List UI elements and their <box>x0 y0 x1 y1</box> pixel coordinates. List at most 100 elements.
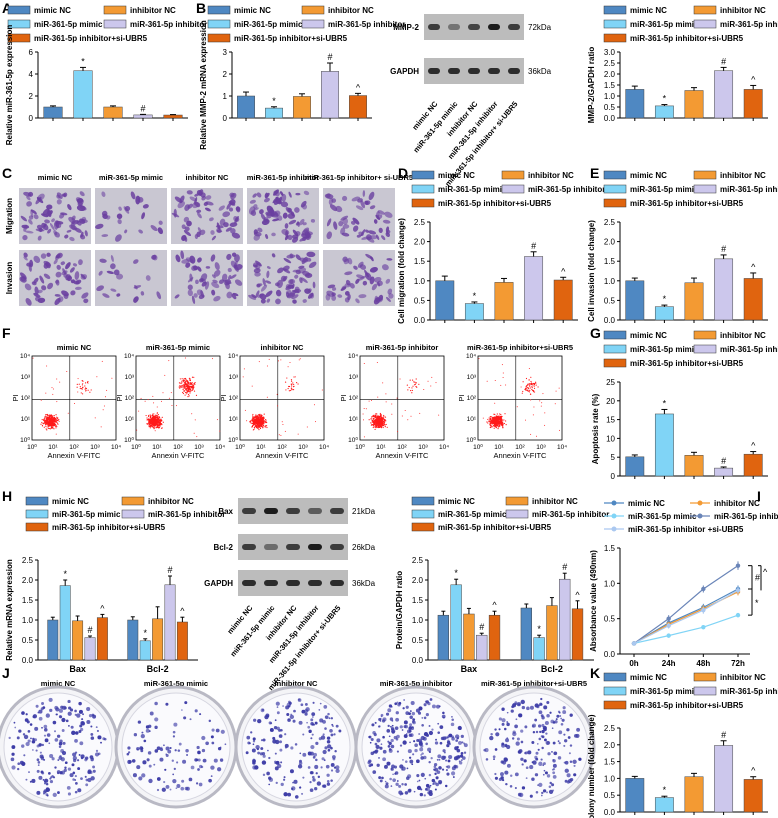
event-dot <box>171 405 173 407</box>
event-dot <box>155 417 158 419</box>
colony-dot <box>420 772 425 777</box>
petri-dish-inner <box>121 692 231 802</box>
colony-dot <box>398 784 402 788</box>
event-dot <box>494 423 496 425</box>
colony-dot <box>297 698 302 702</box>
colony-dot <box>538 782 543 787</box>
event-dot <box>492 419 494 421</box>
colony-dot <box>74 751 78 754</box>
stained-cell <box>295 192 301 196</box>
colony-dot <box>534 718 538 722</box>
colony-dot <box>292 781 294 784</box>
colony-dot <box>368 735 372 739</box>
stained-cell <box>234 279 243 286</box>
event-dot <box>261 418 263 420</box>
colony-dot <box>74 709 77 713</box>
stained-cell <box>291 294 299 300</box>
colony-dot <box>389 717 394 721</box>
flow-plot-title: inhibitor NC <box>261 343 304 352</box>
event-dot <box>82 380 84 382</box>
colony-dot <box>420 788 423 791</box>
colony-dot <box>56 734 61 738</box>
event-dot <box>181 386 183 388</box>
colony-dot <box>45 713 50 718</box>
x-tick-label: 48h <box>696 659 710 668</box>
colony-dot <box>416 785 422 791</box>
colony-dot <box>314 787 318 791</box>
event-dot <box>259 426 261 428</box>
event-dot <box>46 419 48 421</box>
x-tick-label: 10³ <box>90 444 100 451</box>
event-dot <box>155 422 157 424</box>
event-dot <box>288 385 291 388</box>
colony-dot <box>310 737 313 740</box>
colony-dot <box>320 766 323 769</box>
legend-label: inhibitor NC <box>528 171 574 180</box>
significance-mark: ^ <box>751 262 756 272</box>
colony-dot <box>210 765 215 770</box>
bar <box>520 607 533 661</box>
event-dot <box>290 387 293 389</box>
event-dot <box>49 418 51 420</box>
stained-cell <box>177 201 185 209</box>
event-dot <box>385 401 387 403</box>
colony-dot <box>321 757 325 761</box>
stained-cell <box>46 252 51 257</box>
event-dot <box>374 428 376 431</box>
colony-dot <box>172 773 175 776</box>
colony-dot <box>195 782 199 785</box>
colony-dot <box>306 721 308 724</box>
event-dot <box>79 387 81 390</box>
stained-cell <box>113 269 120 276</box>
event-dot <box>315 421 317 423</box>
event-dot <box>257 427 259 429</box>
event-dot <box>373 414 375 416</box>
colony-dot <box>78 701 82 706</box>
colony-dot <box>324 746 328 750</box>
event-dot <box>257 420 259 422</box>
event-dot <box>147 415 150 418</box>
event-dot <box>156 426 158 428</box>
event-dot <box>489 416 491 418</box>
event-dot <box>544 424 546 426</box>
stained-cell <box>110 254 114 262</box>
event-dot <box>535 435 537 437</box>
colony-dot <box>156 746 161 751</box>
data-point <box>701 586 706 592</box>
stained-cell <box>266 298 271 303</box>
colony-dot <box>492 755 496 759</box>
x-axis-label: Annexin V-FITC <box>256 451 310 460</box>
colony-dot <box>153 763 156 766</box>
colony-dot <box>23 754 26 757</box>
event-dot <box>383 422 385 424</box>
colony-dot <box>402 759 404 761</box>
event-dot <box>386 426 388 428</box>
event-dot <box>377 425 380 428</box>
event-dot <box>94 417 96 419</box>
event-dot <box>243 368 245 370</box>
event-dot <box>268 358 270 360</box>
colony-dot <box>501 742 505 746</box>
y-tick-label: 0.0 <box>604 650 616 659</box>
event-dot <box>191 376 194 378</box>
stained-cell <box>213 269 221 277</box>
significance-mark: # <box>327 52 332 62</box>
colony-dot <box>460 734 464 738</box>
y-axis-label: PI <box>115 394 124 401</box>
y-tick-label: 1.5 <box>412 596 424 605</box>
event-dot <box>193 376 195 378</box>
colony-dot <box>289 714 295 720</box>
significance-mark: * <box>663 785 667 795</box>
stained-cell <box>141 212 146 220</box>
stained-cell <box>331 287 337 291</box>
colony-dot <box>35 749 38 752</box>
event-dot <box>252 421 254 424</box>
event-dot <box>259 424 261 426</box>
stained-cell <box>368 191 375 201</box>
y-tick-label: 1.0 <box>412 616 424 625</box>
x-axis-label: Annexin V-FITC <box>494 451 548 460</box>
colony-dot <box>269 727 274 732</box>
colony-dot <box>402 740 407 745</box>
legend-label: inhibitor NC <box>720 331 766 340</box>
